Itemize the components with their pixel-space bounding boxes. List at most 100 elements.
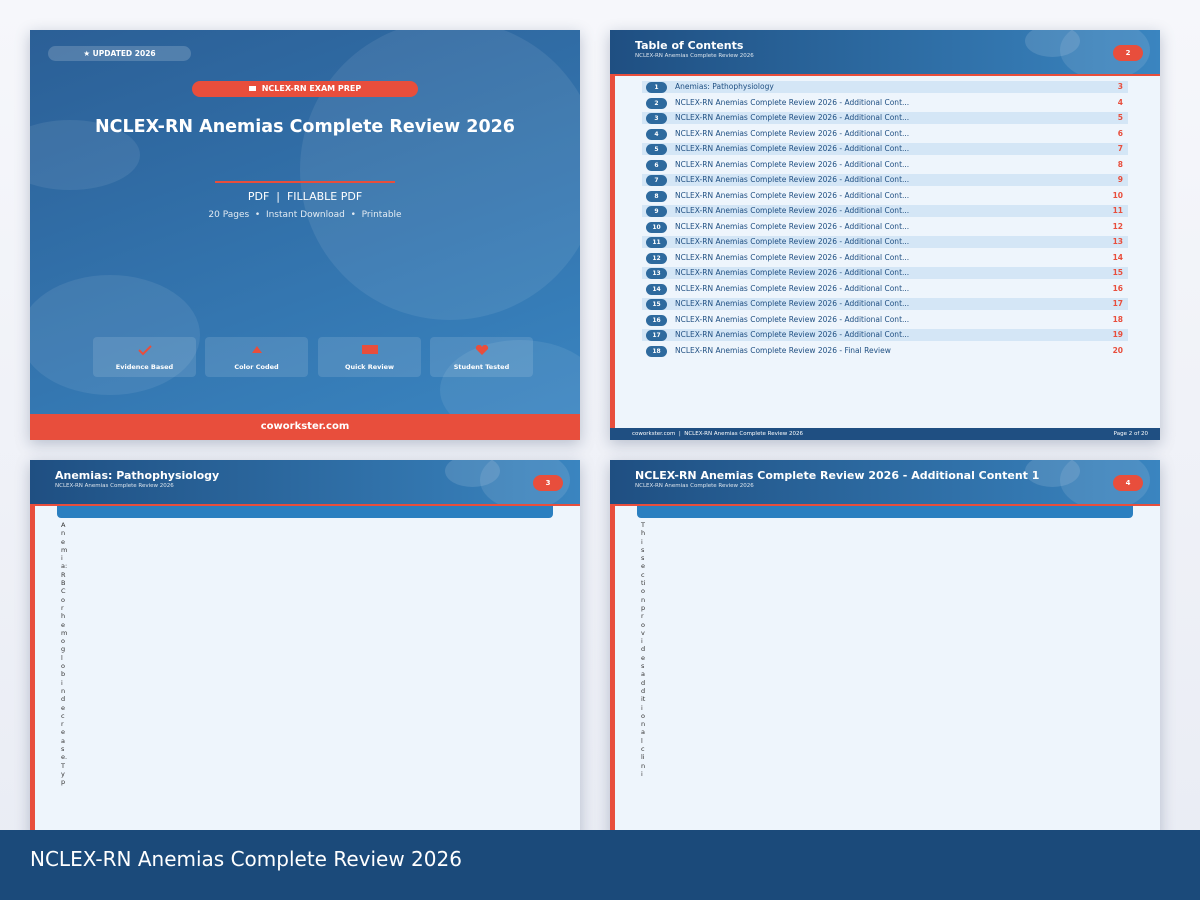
toc-number: 16: [646, 314, 667, 326]
toc-page: 7: [1117, 144, 1123, 153]
toc-number: 17: [646, 330, 667, 341]
toc-number: 12: [646, 252, 667, 264]
page-header: Anemias: Pathophysiology NCLEX-RN Anemia…: [30, 460, 580, 506]
feature-card: Evidence Based: [93, 337, 196, 377]
page-header: Table of Contents NCLEX-RN Anemias Compl…: [610, 30, 1160, 76]
toc-number: 1: [646, 82, 667, 93]
feature-label: Quick Review: [344, 363, 395, 371]
page-header: NCLEX-RN Anemias Complete Review 2026 - …: [610, 460, 1160, 506]
toc-title: NCLEX-RN Anemias Complete Review 2026 - …: [675, 283, 910, 293]
toc-number: 13: [646, 268, 667, 279]
check-icon: [138, 345, 152, 356]
content-page: Anemias: Pathophysiology NCLEX-RN Anemia…: [30, 460, 580, 840]
toc-title: Anemias: Pathophysiology: [675, 82, 774, 91]
toc-number: 2: [646, 97, 667, 109]
heart-icon: [475, 345, 489, 355]
toc-title: NCLEX-RN Anemias Complete Review 2026 - …: [675, 252, 910, 262]
toc-row: 5 NCLEX-RN Anemias Complete Review 2026 -…: [642, 143, 1128, 155]
toc-page: 10: [1112, 190, 1123, 200]
toc-page: 16: [1112, 283, 1123, 293]
toc-number: 18: [646, 345, 667, 357]
feature-card: Color Coded: [205, 337, 308, 377]
toc-row: 4 NCLEX-RN Anemias Complete Review 2026 -…: [642, 128, 1128, 140]
toc-number: 7: [646, 175, 667, 186]
toc-page: 18: [1112, 314, 1123, 324]
decor-circle: [30, 275, 200, 395]
toc-page: 6: [1117, 128, 1123, 138]
section-tab: [57, 506, 553, 518]
toc-number: 14: [646, 283, 667, 295]
toc-title: NCLEX-RN Anemias Complete Review 2026 - …: [675, 97, 910, 107]
toc-row: 6 NCLEX-RN Anemias Complete Review 2026 -…: [642, 159, 1128, 171]
decor-circle: [300, 30, 580, 320]
toc-page: 5: [1117, 113, 1123, 122]
toc-title: NCLEX-RN Anemias Complete Review 2026 - …: [675, 314, 910, 324]
side-stripe: [610, 506, 615, 840]
toc-row: 2 NCLEX-RN Anemias Complete Review 2026 -…: [642, 97, 1128, 109]
toc-title: NCLEX-RN Anemias Complete Review 2026 - …: [675, 128, 910, 138]
toc-page: 11: [1112, 206, 1123, 215]
toc-title: NCLEX-RN Anemias Complete Review 2026 - …: [675, 159, 910, 169]
toc-title: NCLEX-RN Anemias Complete Review 2026 - …: [675, 113, 910, 122]
page-footer: coworkster.com | NCLEX-RN Anemias Comple…: [610, 428, 1160, 440]
toc-row: 17 NCLEX-RN Anemias Complete Review 2026 …: [642, 329, 1128, 341]
exam-tag-text: NCLEX-RN EXAM PREP: [261, 84, 362, 93]
side-stripe: [30, 506, 35, 840]
feature-label: Evidence Based: [115, 363, 174, 371]
toc-number: 11: [646, 237, 667, 248]
toc-number: 10: [646, 221, 667, 233]
page-badge: 2: [1113, 45, 1143, 61]
decor-circle: [30, 120, 140, 190]
toc-page: 14: [1112, 252, 1123, 262]
toc-page: 20: [1112, 345, 1123, 355]
toc-number: 8: [646, 190, 667, 202]
decor-circle: [1025, 30, 1080, 57]
book-icon: [362, 345, 378, 354]
body-text: Anemia: RBC or hemoglobin decrease. Typ: [61, 521, 68, 787]
toc-row: 12 NCLEX-RN Anemias Complete Review 2026 …: [642, 252, 1128, 264]
toc-row: 9 NCLEX-RN Anemias Complete Review 2026 -…: [642, 205, 1128, 217]
toc-number: 5: [646, 144, 667, 155]
toc-row: 3 NCLEX-RN Anemias Complete Review 2026 -…: [642, 112, 1128, 124]
toc-page: 9: [1117, 175, 1123, 184]
divider: [215, 181, 395, 183]
toc-row: 18 NCLEX-RN Anemias Complete Review 2026 …: [642, 345, 1128, 357]
toc-page: 8: [1117, 159, 1123, 169]
decor-circle: [1025, 460, 1080, 487]
toc-page: Table of Contents NCLEX-RN Anemias Compl…: [610, 30, 1160, 440]
toc-row: 15 NCLEX-RN Anemias Complete Review 2026 …: [642, 298, 1128, 310]
page-title: NCLEX-RN Anemias Complete Review 2026 - …: [635, 469, 1040, 482]
toc-number: 4: [646, 128, 667, 140]
page-title: Table of Contents: [635, 39, 744, 52]
toc-page: 12: [1112, 221, 1123, 231]
toc-title: NCLEX-RN Anemias Complete Review 2026 - …: [675, 221, 910, 231]
formats: PDF | FILLABLE PDF: [247, 190, 363, 203]
toc-page: 4: [1117, 97, 1123, 107]
page-subtitle: NCLEX-RN Anemias Complete Review 2026: [635, 53, 754, 59]
toc-title: NCLEX-RN Anemias Complete Review 2026 - …: [675, 330, 910, 339]
cover-title: NCLEX-RN Anemias Complete Review 2026: [95, 117, 515, 137]
toc-title: NCLEX-RN Anemias Complete Review 2026 - …: [675, 345, 891, 355]
toc-row: 8 NCLEX-RN Anemias Complete Review 2026 -…: [642, 190, 1128, 202]
toc-title: NCLEX-RN Anemias Complete Review 2026 - …: [675, 206, 910, 215]
feature-card: Quick Review: [318, 337, 421, 377]
side-stripe: [610, 76, 615, 440]
toc-number: 9: [646, 206, 667, 217]
toc-row: 10 NCLEX-RN Anemias Complete Review 2026 …: [642, 221, 1128, 233]
palette-icon: [252, 346, 262, 353]
toc-page: 13: [1112, 237, 1123, 246]
toc-page: 15: [1112, 268, 1123, 277]
section-tab: [637, 506, 1133, 518]
feature-label: Student Tested: [453, 363, 510, 371]
toc-number: 15: [646, 299, 667, 310]
toc-title: NCLEX-RN Anemias Complete Review 2026 - …: [675, 237, 910, 246]
toc-title: NCLEX-RN Anemias Complete Review 2026 - …: [675, 175, 910, 184]
toc-row: 1 Anemias: Pathophysiology 3: [642, 81, 1128, 93]
toc-row: 11 NCLEX-RN Anemias Complete Review 2026 …: [642, 236, 1128, 248]
content-page: NCLEX-RN Anemias Complete Review 2026 - …: [610, 460, 1160, 840]
toc-number: 3: [646, 113, 667, 124]
feature-card: Student Tested: [430, 337, 533, 377]
toc-page: 17: [1112, 299, 1123, 308]
toc-row: 13 NCLEX-RN Anemias Complete Review 2026 …: [642, 267, 1128, 279]
